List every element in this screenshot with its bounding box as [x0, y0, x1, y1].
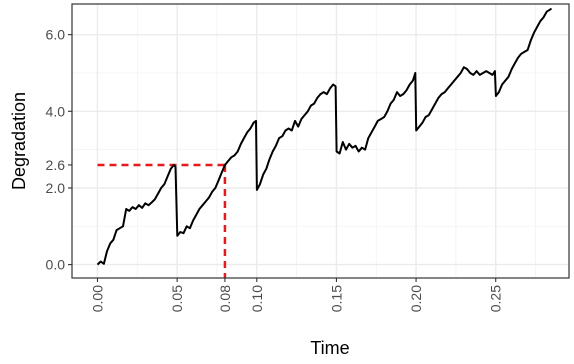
- y-tick-label: 4.0: [46, 103, 66, 119]
- x-tick-label: 0.25: [488, 285, 504, 312]
- threshold-lines: [97, 163, 227, 278]
- y-axis-title: Degradation: [9, 92, 29, 190]
- y-tick-label: 2.6: [46, 157, 66, 173]
- y-axis: 0.0 2.0 2.6 4.0 6.0: [46, 27, 72, 273]
- x-tick-label: 0.05: [169, 285, 185, 312]
- y-tick-label: 0.0: [46, 257, 66, 273]
- degradation-line: [96, 7, 553, 266]
- y-tick-label: 6.0: [46, 27, 66, 43]
- x-tick-label: 0.10: [249, 285, 265, 312]
- x-axis-title: Time: [310, 338, 349, 358]
- x-tick-label: 0.15: [328, 285, 344, 312]
- panel-border: [71, 3, 570, 279]
- x-tick-label: 0.20: [408, 285, 424, 312]
- x-axis: 0.00 0.05 0.08 0.10 0.15 0.20 0.25: [89, 278, 504, 312]
- y-tick-label: 2.0: [46, 180, 66, 196]
- x-tick-label: 0.00: [89, 285, 105, 312]
- panel-background: [72, 4, 569, 278]
- grid-minor: [72, 4, 569, 278]
- x-tick-label: 0.08: [217, 285, 233, 312]
